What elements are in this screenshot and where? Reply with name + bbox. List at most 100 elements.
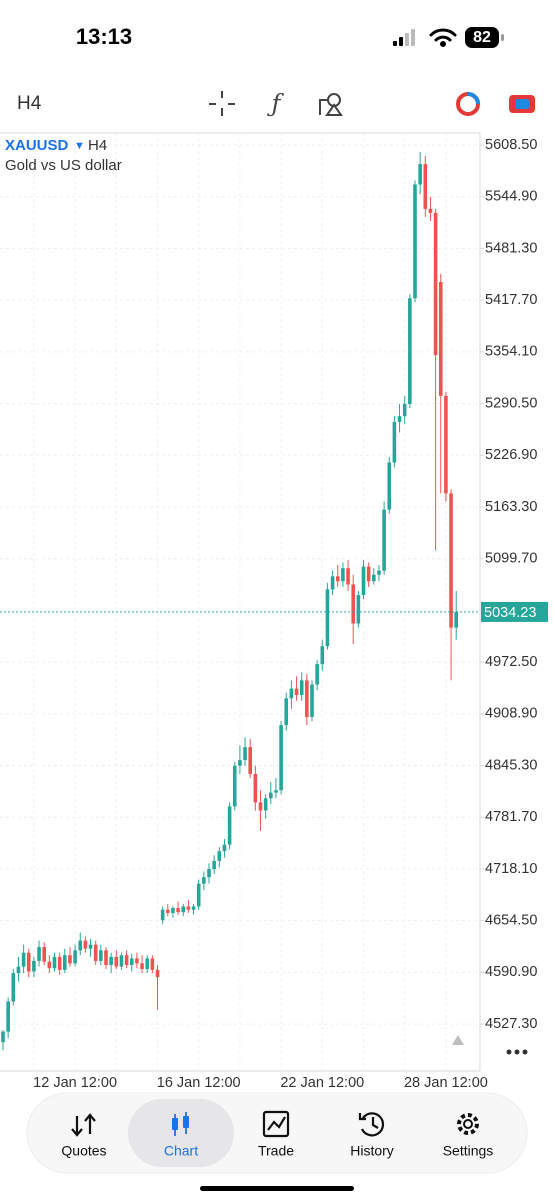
candle-body <box>191 906 196 910</box>
overlay: 5608.50 5544.90 5481.30 5417.70 5354.10 5290.… <box>0 137 548 1091</box>
candle-body <box>11 973 16 1002</box>
y-tick-label: 4908.90 <box>485 706 537 722</box>
candle-body <box>351 584 355 624</box>
toolbar-timeframe[interactable]: H4 <box>17 93 42 114</box>
crosshair-button[interactable] <box>209 91 235 116</box>
candle-body <box>232 765 237 807</box>
tabs: Quotes Chart Trade History Settings <box>61 1110 494 1159</box>
candle-body <box>202 877 206 884</box>
chart-timeframe: H4 <box>88 137 107 154</box>
chart-icon-body <box>172 1118 178 1130</box>
y-tick-label: 5290.50 <box>485 395 537 411</box>
candle-body <box>372 574 376 582</box>
candle-body <box>248 747 252 774</box>
tab[interactable]: History <box>350 1112 394 1159</box>
chart-subtitle: Gold vs US dollar <box>5 157 122 174</box>
chart-icon-body <box>183 1116 189 1128</box>
candle-body <box>243 747 247 761</box>
account-button[interactable] <box>456 92 480 116</box>
candle-body <box>26 952 31 972</box>
trade-button[interactable] <box>509 95 535 113</box>
candle-body <box>21 952 26 967</box>
candle-body <box>428 208 433 213</box>
candle-body <box>57 956 62 970</box>
candle-body <box>444 395 448 494</box>
tab[interactable]: Trade <box>258 1110 294 1159</box>
candle-body <box>269 792 273 799</box>
tab-bar <box>26 1092 528 1174</box>
candle-body <box>78 940 83 951</box>
candle-body <box>315 664 319 685</box>
candle-body <box>341 568 345 582</box>
scroll-end-marker[interactable] <box>452 1035 464 1045</box>
candle-body <box>397 416 402 422</box>
candle-body <box>238 760 242 766</box>
tab[interactable]: Settings <box>443 1113 494 1159</box>
candle-body <box>104 950 108 965</box>
chart-symbol[interactable]: XAUUSD <box>5 137 69 154</box>
tab[interactable]: Chart <box>164 1112 198 1159</box>
candle-body <box>93 944 98 961</box>
candle-body <box>438 282 443 396</box>
home-indicator <box>200 1186 354 1191</box>
candle-body <box>377 570 381 575</box>
candle-body <box>1 1031 5 1043</box>
y-tick-label: 5417.70 <box>485 292 537 308</box>
candle-body <box>449 493 453 628</box>
candle-body <box>68 955 72 964</box>
candle-body <box>88 944 93 949</box>
tab-label: Trade <box>258 1143 294 1159</box>
battery-tip <box>501 34 504 41</box>
candle-body <box>119 955 124 967</box>
candle-body <box>408 298 412 404</box>
y-tick-label: 5544.90 <box>485 189 537 205</box>
x-tick-label: 16 Jan 12:00 <box>157 1075 241 1091</box>
signal-icon <box>393 29 415 46</box>
indicators-button[interactable]: ƒ <box>267 90 285 118</box>
candle-body <box>186 906 191 910</box>
status-time: 13:13 <box>76 24 132 49</box>
trade-icon <box>262 1110 290 1138</box>
candle-body <box>114 956 119 967</box>
objects-button[interactable] <box>319 93 343 116</box>
symbol-dropdown[interactable]: ▼ <box>74 140 85 152</box>
x-tick-label: 28 Jan 12:00 <box>404 1075 488 1091</box>
candle-body <box>83 940 88 949</box>
candle-body <box>279 725 283 791</box>
settings-icon-hub <box>463 1119 473 1129</box>
y-tick-label: 4718.10 <box>485 861 537 877</box>
candle-body <box>454 611 458 628</box>
candle-body <box>124 955 129 965</box>
candle-body <box>289 688 294 699</box>
tab-label: Chart <box>164 1143 198 1159</box>
tab-label: Settings <box>443 1143 494 1159</box>
candle-body <box>222 844 227 852</box>
candle-body <box>335 576 340 582</box>
candle-body <box>16 966 21 974</box>
candle-body <box>181 906 186 913</box>
candle-body <box>99 950 103 961</box>
candle-body <box>227 806 232 845</box>
candle-body <box>47 961 52 969</box>
candles <box>1 151 458 1051</box>
tab-label: History <box>350 1143 394 1159</box>
current-price-tag <box>481 601 548 622</box>
candle-body <box>253 773 258 803</box>
candle-body <box>166 909 170 913</box>
candle-body <box>356 595 361 624</box>
tab[interactable]: Quotes <box>61 1113 107 1159</box>
more-button[interactable] <box>506 1049 528 1055</box>
candle-body <box>196 883 201 907</box>
active-tab-highlight <box>128 1099 234 1167</box>
candle-body <box>73 950 77 964</box>
candle-body <box>382 509 386 571</box>
candle-body <box>433 212 438 356</box>
y-tick-label: 5481.30 <box>485 240 537 256</box>
candle-body <box>207 869 211 878</box>
candle-body <box>418 164 422 185</box>
candle-body <box>274 790 278 793</box>
candle-body <box>160 909 165 921</box>
tab-label: Quotes <box>61 1143 106 1159</box>
